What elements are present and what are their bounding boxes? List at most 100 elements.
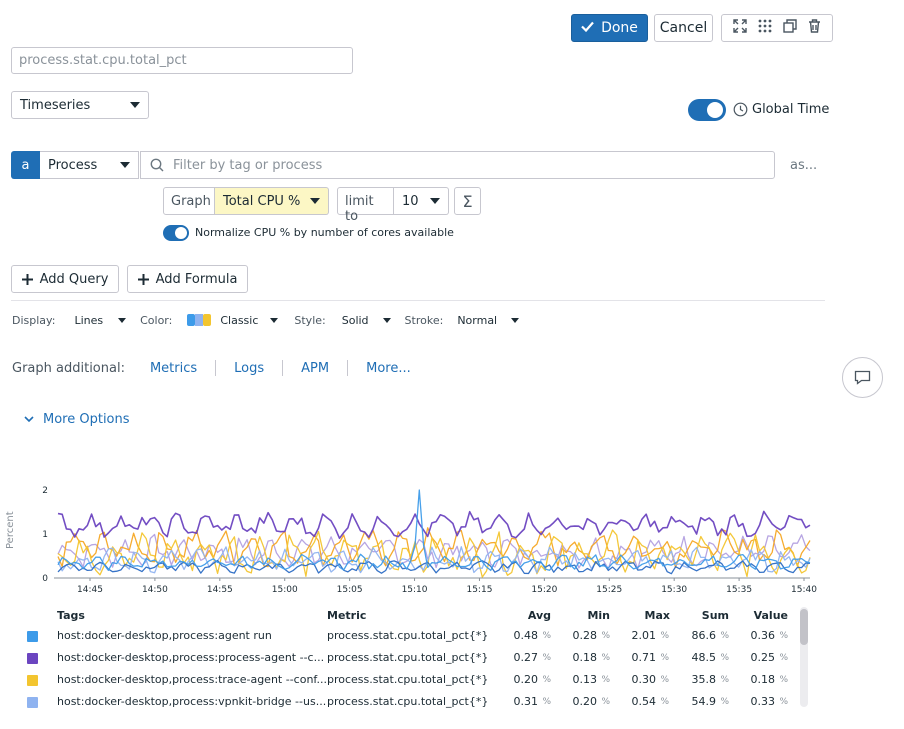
legend-max: 0.71 bbox=[631, 651, 657, 664]
x-tick-label: 14:55 bbox=[207, 585, 233, 595]
unit-label: % bbox=[779, 697, 788, 707]
filter-placeholder: Filter by tag or process bbox=[173, 157, 323, 173]
legend-sum: 48.5 bbox=[691, 651, 717, 664]
legend-header-value[interactable]: Value bbox=[753, 609, 788, 622]
more-link[interactable]: More... bbox=[366, 360, 411, 376]
query-letter-badge[interactable]: a bbox=[11, 151, 40, 179]
series-color-swatch bbox=[27, 697, 38, 708]
query-letter: a bbox=[21, 157, 30, 173]
cpu-metric-select[interactable]: Total CPU % bbox=[215, 187, 329, 215]
search-icon bbox=[150, 158, 164, 172]
graph-label: Graph bbox=[171, 194, 211, 209]
unit-label: % bbox=[720, 697, 729, 707]
unit-label: % bbox=[601, 697, 610, 707]
alias-link[interactable]: as... bbox=[790, 158, 818, 173]
apm-link[interactable]: APM bbox=[301, 360, 330, 376]
legend-header-max[interactable]: Max bbox=[644, 609, 670, 622]
legend-sum: 86.6 bbox=[691, 629, 717, 642]
display-options-bar: Display: Lines Color: Classic Style: Sol… bbox=[12, 312, 520, 328]
unit-label: % bbox=[779, 675, 788, 685]
limit-label: limit to bbox=[345, 194, 374, 224]
cpu-metric-value: Total CPU % bbox=[223, 193, 301, 209]
chevron-down-icon bbox=[382, 317, 391, 323]
plus-icon bbox=[21, 273, 33, 285]
viz-type-select[interactable]: Timeseries bbox=[11, 91, 149, 119]
expand-icon[interactable] bbox=[733, 19, 748, 37]
unit-label: % bbox=[542, 631, 551, 641]
function-button[interactable]: Σ bbox=[454, 187, 481, 215]
legend-row[interactable]: host:docker-desktop,process:agent run pro… bbox=[20, 625, 810, 647]
legend-avg: 0.48 bbox=[513, 629, 539, 642]
stroke-select[interactable]: Normal bbox=[457, 314, 520, 327]
legend-metric: process.stat.cpu.total_pct{*} bbox=[327, 651, 489, 664]
add-query-button[interactable]: Add Query bbox=[11, 265, 119, 293]
viz-type-value: Timeseries bbox=[20, 97, 91, 113]
legend-table: Tags Metric Avg Min Max Sum Value host:d… bbox=[20, 606, 810, 709]
metrics-link[interactable]: Metrics bbox=[149, 360, 198, 376]
legend-sum: 54.9 bbox=[691, 695, 717, 708]
unit-label: % bbox=[779, 653, 788, 663]
unit-label: % bbox=[542, 675, 551, 685]
series-line bbox=[57, 527, 811, 569]
feedback-button[interactable] bbox=[842, 357, 883, 398]
legend-row[interactable]: host:docker-desktop,process:trace-agent … bbox=[20, 669, 810, 691]
legend-avg: 0.27 bbox=[513, 651, 539, 664]
x-tick-label: 15:05 bbox=[337, 585, 363, 595]
timeseries-chart[interactable]: 0 1 2 14:45 14:50 14:55 15:00 15:05 15:10 15:15 15… bbox=[30, 478, 820, 598]
series-line bbox=[57, 546, 811, 574]
logs-link[interactable]: Logs bbox=[234, 360, 265, 376]
chevron-down-icon bbox=[310, 198, 320, 204]
y-tick-label: 2 bbox=[42, 486, 48, 496]
color-value: Classic bbox=[220, 313, 259, 327]
data-source-value: Process bbox=[48, 157, 98, 173]
chevron-down-icon bbox=[118, 317, 127, 323]
data-source-select[interactable]: Process bbox=[40, 151, 139, 179]
legend-metric: process.stat.cpu.total_pct{*} bbox=[327, 695, 489, 708]
legend-header-avg[interactable]: Avg bbox=[527, 609, 551, 622]
limit-select[interactable]: 10 bbox=[394, 187, 449, 215]
add-formula-button[interactable]: Add Formula bbox=[127, 265, 248, 293]
cancel-button[interactable]: Cancel bbox=[654, 14, 713, 42]
color-select[interactable]: Classic bbox=[187, 313, 279, 327]
trash-icon[interactable] bbox=[808, 19, 821, 37]
separator bbox=[282, 360, 284, 376]
done-button[interactable]: Done bbox=[571, 14, 648, 42]
more-options-toggle[interactable]: More Options bbox=[24, 412, 130, 427]
palette-icon bbox=[187, 314, 212, 326]
legend-header-min[interactable]: Min bbox=[587, 609, 610, 622]
style-select[interactable]: Solid bbox=[342, 314, 391, 327]
y-tick-label: 0 bbox=[42, 574, 48, 584]
legend-row[interactable]: host:docker-desktop,process:vpnkit-bridg… bbox=[20, 691, 810, 709]
series-color-swatch bbox=[27, 631, 38, 642]
x-tick-label: 15:25 bbox=[596, 585, 622, 595]
x-tick-label: 14:45 bbox=[77, 585, 103, 595]
unit-label: % bbox=[660, 653, 669, 663]
legend-avg: 0.20 bbox=[513, 673, 539, 686]
grid-icon[interactable] bbox=[758, 19, 772, 37]
sigma-icon: Σ bbox=[462, 191, 473, 211]
unit-label: % bbox=[601, 653, 610, 663]
display-label: Display: bbox=[12, 313, 56, 327]
normalize-toggle[interactable] bbox=[163, 225, 189, 241]
global-time-toggle[interactable] bbox=[688, 99, 726, 121]
comment-icon bbox=[854, 370, 871, 385]
legend-min: 0.18 bbox=[572, 651, 598, 664]
chevron-down-icon bbox=[511, 317, 520, 323]
divider bbox=[11, 300, 825, 301]
legend-min: 0.13 bbox=[572, 673, 598, 686]
x-tick-label: 15:10 bbox=[402, 585, 428, 595]
filter-input[interactable]: Filter by tag or process bbox=[140, 151, 775, 179]
separator bbox=[347, 360, 349, 376]
legend-header-sum[interactable]: Sum bbox=[701, 609, 729, 622]
legend-row[interactable]: host:docker-desktop,process:process-agen… bbox=[20, 647, 810, 669]
widget-title-input[interactable]: process.stat.cpu.total_pct bbox=[11, 47, 353, 74]
global-time-label: Global Time bbox=[752, 102, 830, 117]
style-value: Solid bbox=[341, 313, 369, 327]
limit-label-box: limit to bbox=[337, 187, 394, 224]
display-select[interactable]: Lines bbox=[74, 314, 127, 327]
unit-label: % bbox=[660, 675, 669, 685]
clone-icon[interactable] bbox=[783, 19, 797, 37]
unit-label: % bbox=[720, 653, 729, 663]
chevron-down-icon bbox=[430, 198, 440, 204]
legend-scrollbar[interactable] bbox=[800, 607, 808, 707]
